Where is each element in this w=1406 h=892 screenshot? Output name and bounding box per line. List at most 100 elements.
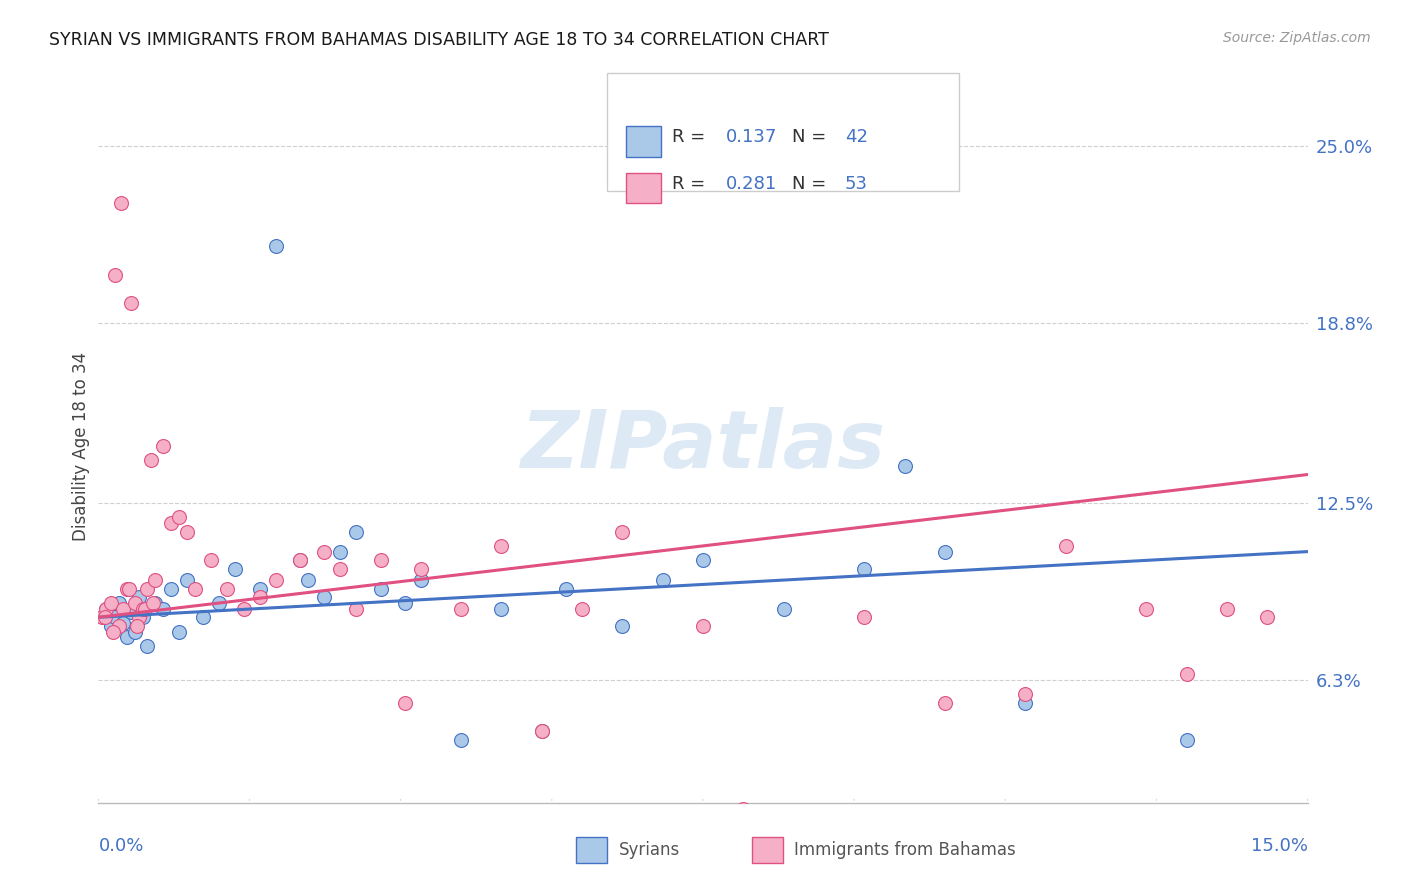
Point [115, 630, 138, 644]
Point [115, 582, 138, 596]
Point [208, 596, 231, 610]
Point [100, 619, 122, 633]
Point [288, 553, 311, 567]
Point [530, 724, 553, 739]
Point [344, 524, 367, 539]
Point [344, 601, 367, 615]
Point [934, 544, 956, 558]
Point [651, 573, 673, 587]
Point [132, 601, 155, 615]
Text: Immigrants from Bahamas: Immigrants from Bahamas [794, 840, 1017, 859]
Point [692, 619, 714, 633]
Y-axis label: Disability Age 18 to 34: Disability Age 18 to 34 [72, 351, 90, 541]
Point [167, 510, 190, 524]
Text: Syrians: Syrians [619, 840, 681, 859]
Point [893, 458, 915, 473]
Point [297, 573, 319, 587]
Text: ZIPatlas: ZIPatlas [520, 407, 886, 485]
Point [232, 601, 254, 615]
Point [160, 516, 183, 530]
Point [612, 619, 634, 633]
Point [249, 582, 271, 596]
Point [124, 624, 146, 639]
Point [103, 268, 125, 282]
Text: 0.137: 0.137 [725, 128, 778, 146]
Point [96, 601, 118, 615]
Point [124, 596, 146, 610]
Point [101, 624, 124, 639]
Point [143, 596, 166, 610]
Point [329, 562, 352, 576]
Point [571, 601, 593, 615]
Point [94, 610, 117, 624]
Point [132, 610, 155, 624]
Point [1256, 610, 1278, 624]
Point [853, 610, 876, 624]
Point [772, 601, 794, 615]
Point [934, 696, 956, 710]
Point [224, 562, 246, 576]
Point [370, 582, 392, 596]
Point [128, 610, 150, 624]
Point [127, 619, 149, 633]
Point [329, 544, 352, 558]
Text: N =: N = [792, 175, 831, 193]
Text: N =: N = [792, 128, 831, 146]
Point [491, 539, 513, 553]
Point [167, 624, 190, 639]
Point [288, 553, 311, 567]
Point [314, 544, 336, 558]
Text: R =: R = [672, 175, 711, 193]
Point [176, 524, 198, 539]
Point [103, 610, 125, 624]
Point [107, 619, 129, 633]
Point [1054, 539, 1077, 553]
Point [96, 601, 118, 615]
Point [152, 601, 174, 615]
Point [314, 591, 336, 605]
Point [853, 562, 876, 576]
Point [111, 601, 134, 615]
Point [409, 562, 432, 576]
Point [217, 582, 239, 596]
Point [184, 582, 207, 596]
Point [530, 724, 553, 739]
Point [1175, 667, 1198, 681]
Point [450, 601, 472, 615]
Text: 15.0%: 15.0% [1250, 837, 1308, 855]
Point [249, 591, 271, 605]
Point [1216, 601, 1239, 615]
Text: 42: 42 [845, 128, 868, 146]
Point [91, 610, 114, 624]
Text: Source: ZipAtlas.com: Source: ZipAtlas.com [1223, 31, 1371, 45]
Text: R =: R = [672, 128, 711, 146]
Point [200, 553, 222, 567]
Point [555, 582, 578, 596]
Point [692, 553, 714, 567]
Point [100, 596, 122, 610]
Point [134, 601, 156, 615]
Point [370, 553, 392, 567]
Point [110, 196, 132, 211]
Point [107, 596, 129, 610]
Text: 0.281: 0.281 [725, 175, 776, 193]
Point [111, 615, 134, 630]
Point [612, 524, 634, 539]
Point [135, 639, 157, 653]
Point [176, 573, 198, 587]
Point [394, 596, 416, 610]
Point [733, 801, 755, 815]
Point [135, 582, 157, 596]
Point [152, 439, 174, 453]
Point [264, 573, 287, 587]
Point [160, 582, 183, 596]
Point [120, 296, 142, 310]
Point [409, 573, 432, 587]
Point [1175, 733, 1198, 747]
Point [1014, 687, 1036, 701]
Text: 0.0%: 0.0% [98, 837, 143, 855]
Point [394, 696, 416, 710]
Point [193, 610, 215, 624]
Point [491, 601, 513, 615]
Point [139, 453, 162, 467]
